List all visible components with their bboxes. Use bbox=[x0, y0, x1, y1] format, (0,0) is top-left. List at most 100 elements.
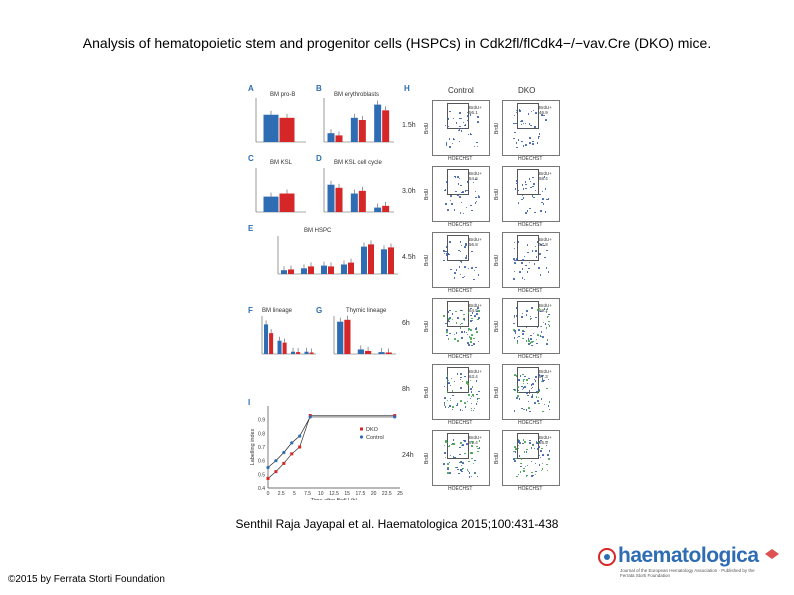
flow-event-dot bbox=[475, 327, 478, 329]
flow-event-dot bbox=[461, 309, 463, 312]
flow-event-dot bbox=[529, 142, 531, 144]
flow-event-dot bbox=[448, 138, 451, 140]
flow-event-dot bbox=[457, 194, 459, 196]
panel-letter-c: C bbox=[248, 154, 254, 163]
flow-event-dot bbox=[445, 246, 448, 248]
flow-event-dot bbox=[471, 250, 473, 253]
flow-event-dot bbox=[447, 125, 449, 128]
publisher-logo[interactable]: haematologica Journal of the European He… bbox=[596, 544, 786, 584]
flow-event-dot bbox=[525, 314, 528, 316]
bar bbox=[304, 351, 309, 354]
flow-event-dot bbox=[536, 142, 539, 144]
flow-gate bbox=[447, 433, 469, 459]
flow-event-dot bbox=[522, 197, 525, 199]
flow-event-dot bbox=[517, 447, 520, 450]
flow-event-dot bbox=[546, 339, 549, 341]
flow-event-dot bbox=[457, 468, 459, 471]
flow-event-dot bbox=[516, 336, 519, 339]
chart-i-y-tick-label: 0.9 bbox=[258, 418, 265, 424]
flow-event-dot bbox=[459, 112, 461, 114]
flow-event-dot bbox=[468, 460, 470, 463]
flow-event-dot bbox=[542, 336, 544, 338]
flow-event-dot bbox=[518, 329, 520, 331]
flow-event-dot bbox=[476, 475, 479, 478]
flow-event-dot bbox=[526, 271, 529, 273]
flow-event-dot bbox=[530, 317, 533, 320]
flow-gate-value: BrdU+ 85.5 bbox=[539, 435, 552, 445]
flow-event-dot bbox=[476, 400, 479, 403]
chart-i-legend-label: DKO bbox=[366, 427, 379, 433]
chart-i-point bbox=[266, 476, 270, 480]
flow-event-dot bbox=[461, 468, 464, 470]
bar bbox=[368, 244, 374, 274]
flow-plot-control: BrdU+ 54.6 bbox=[432, 166, 490, 222]
flow-event-dot bbox=[538, 390, 540, 392]
flow-event-dot bbox=[468, 472, 471, 474]
flow-event-dot bbox=[522, 122, 525, 125]
flow-event-dot bbox=[478, 397, 480, 400]
flow-event-dot bbox=[524, 441, 526, 443]
flow-row-time-label: 6h bbox=[402, 320, 410, 327]
flow-event-dot bbox=[531, 250, 534, 252]
logo-ornament-icon bbox=[765, 549, 779, 559]
flow-x-axis-label: HOECHST bbox=[518, 288, 543, 294]
flow-event-dot bbox=[444, 189, 446, 192]
flow-event-dot bbox=[452, 117, 454, 120]
flow-event-dot bbox=[529, 315, 532, 318]
flow-event-dot bbox=[532, 383, 534, 385]
flow-event-dot bbox=[513, 316, 516, 319]
flow-event-dot bbox=[517, 189, 519, 192]
flow-event-dot bbox=[470, 440, 473, 443]
flow-event-dot bbox=[446, 252, 448, 255]
chart-i-x-tick-label: 17.5 bbox=[356, 491, 366, 497]
chart-i-y-tick-label: 0.7 bbox=[258, 445, 265, 451]
flow-event-dot bbox=[526, 448, 528, 451]
flow-event-dot bbox=[535, 338, 538, 341]
flow-event-dot bbox=[459, 117, 461, 120]
flow-event-dot bbox=[528, 261, 531, 264]
flow-event-dot bbox=[463, 275, 466, 278]
flow-event-dot bbox=[470, 329, 472, 331]
flow-event-dot bbox=[513, 458, 515, 460]
flow-event-dot bbox=[523, 330, 525, 333]
flow-event-dot bbox=[540, 331, 543, 333]
flow-event-dot bbox=[535, 256, 538, 258]
logo-mark-icon bbox=[598, 548, 616, 566]
flow-event-dot bbox=[449, 332, 451, 335]
flow-event-dot bbox=[448, 444, 451, 447]
flow-event-dot bbox=[447, 118, 449, 120]
flow-event-dot bbox=[469, 114, 472, 116]
flow-event-dot bbox=[459, 125, 461, 128]
flow-event-dot bbox=[464, 406, 467, 408]
flow-event-dot bbox=[547, 405, 550, 407]
flow-event-dot bbox=[470, 388, 472, 390]
bar bbox=[357, 349, 364, 354]
flow-event-dot bbox=[460, 201, 463, 204]
flow-event-dot bbox=[533, 196, 535, 199]
chart-i-point bbox=[298, 434, 302, 438]
flow-event-dot bbox=[548, 325, 551, 327]
flow-event-dot bbox=[536, 392, 539, 394]
flow-event-dot bbox=[546, 249, 548, 252]
chart-i-x-tick-label: 25 bbox=[397, 491, 403, 497]
flow-event-dot bbox=[474, 472, 476, 475]
flow-event-dot bbox=[514, 188, 517, 190]
flow-y-axis-label: BrdU bbox=[494, 386, 500, 398]
flow-event-dot bbox=[525, 475, 528, 477]
flow-event-dot bbox=[539, 335, 542, 337]
flow-event-dot bbox=[470, 133, 472, 136]
flow-plot-control: BrdU+ 56.1 bbox=[432, 100, 490, 156]
flow-event-dot bbox=[516, 180, 518, 182]
figure-left: A BM pro-B B BM erythroblasts C BM KSL D… bbox=[238, 80, 410, 500]
flow-event-dot bbox=[478, 390, 480, 393]
flow-event-dot bbox=[470, 307, 472, 310]
flow-event-dot bbox=[471, 452, 473, 454]
flow-event-dot bbox=[460, 444, 463, 446]
flow-event-dot bbox=[466, 400, 469, 403]
flow-event-dot bbox=[477, 194, 480, 197]
flow-event-dot bbox=[513, 122, 515, 125]
flow-event-dot bbox=[545, 444, 547, 447]
flow-event-dot bbox=[514, 332, 517, 334]
flow-event-dot bbox=[461, 331, 463, 333]
flow-event-dot bbox=[526, 244, 529, 246]
